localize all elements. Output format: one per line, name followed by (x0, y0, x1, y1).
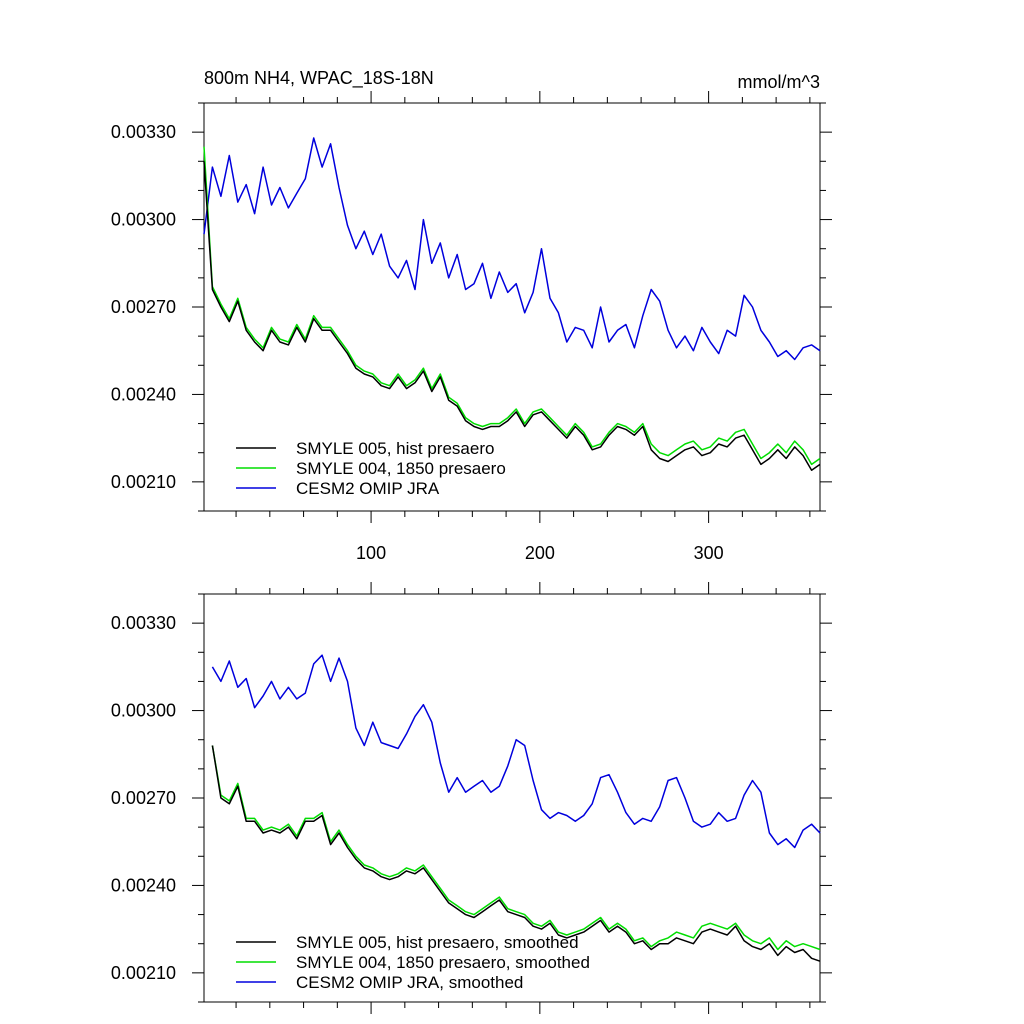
x-tick-label: 200 (525, 543, 555, 563)
top-x-tick-labels: 100 200 300 (356, 543, 724, 563)
y-tick-label: 0.00330 (111, 613, 176, 633)
series-line-1 (211, 745, 821, 951)
bottom-legend: SMYLE 005, hist presaero, smoothedSMYLE … (236, 933, 590, 992)
y-tick-label: 0.00210 (111, 472, 176, 492)
y-tick-label: 0.00210 (111, 963, 176, 983)
series-line-1 (203, 146, 821, 466)
series-line-2 (203, 137, 821, 361)
bottom-y-tick-labels: 0.00330 0.00300 0.00270 0.00240 0.00210 (111, 613, 176, 983)
top-chart-title: 800m NH4, WPAC_18S-18N (204, 68, 434, 89)
legend-label: CESM2 OMIP JRA, smoothed (296, 973, 523, 992)
series-line-0 (203, 161, 821, 471)
legend-label: SMYLE 004, 1850 presaero (296, 459, 506, 478)
y-tick-label: 0.00270 (111, 297, 176, 317)
x-tick-label: 100 (356, 543, 386, 563)
legend-label: SMYLE 004, 1850 presaero, smoothed (296, 953, 590, 972)
y-tick-label: 0.00240 (111, 384, 176, 404)
bottom-axis-ticks (192, 582, 832, 1014)
x-tick-label: 300 (694, 543, 724, 563)
bottom-series-lines (211, 654, 821, 962)
y-tick-label: 0.00300 (111, 210, 176, 230)
y-tick-label: 0.00330 (111, 122, 176, 142)
top-series-lines (203, 137, 821, 471)
y-tick-label: 0.00300 (111, 701, 176, 721)
legend-label: CESM2 OMIP JRA (296, 479, 440, 498)
bottom-panel: 0.00330 0.00300 0.00270 0.00240 0.00210 SMYL… (111, 582, 832, 1014)
series-line-0 (211, 745, 821, 962)
y-tick-label: 0.00240 (111, 875, 176, 895)
top-y-tick-labels: 0.00330 0.00300 0.00270 0.00240 0.00210 (111, 122, 176, 492)
series-line-2 (211, 654, 821, 849)
legend-label: SMYLE 005, hist presaero, smoothed (296, 933, 579, 952)
y-tick-label: 0.00270 (111, 788, 176, 808)
legend-label: SMYLE 005, hist presaero (296, 439, 494, 458)
top-axis-ticks (192, 91, 832, 523)
top-chart-units: mmol/m^3 (738, 72, 820, 92)
top-panel: 800m NH4, WPAC_18S-18N mmol/m^3 0.003300… (111, 68, 832, 563)
